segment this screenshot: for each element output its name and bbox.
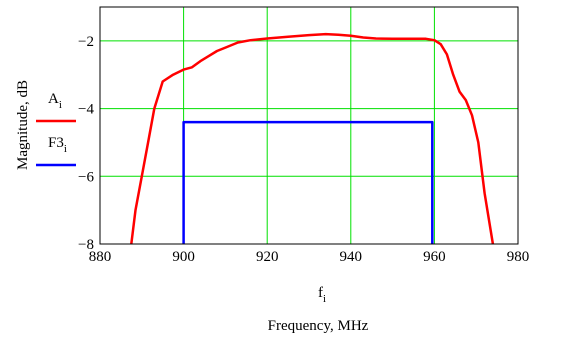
legend-label-f3-sub: i <box>64 143 67 155</box>
legend-label-a-sub: i <box>59 99 62 111</box>
legend-label-a-base: A <box>48 91 59 107</box>
series-line-f3 <box>182 120 434 244</box>
legend-label-a: Ai <box>48 91 62 111</box>
x-variable-sub: i <box>323 293 326 305</box>
x-tick-label: 940 <box>340 249 363 265</box>
grid <box>99 7 519 245</box>
x-tick-label: 920 <box>256 249 279 265</box>
x-axis-title: Frequency, MHz <box>268 318 369 334</box>
x-tick-label: 980 <box>507 249 530 265</box>
x-tick-label: 880 <box>89 249 112 265</box>
y-tick-label: −4 <box>78 102 94 118</box>
series-line-a <box>130 32 495 245</box>
x-tick-label: 900 <box>172 249 195 265</box>
x-variable-base: f <box>318 285 323 301</box>
series-layer <box>130 32 495 245</box>
y-axis-title: Magnitude, dB <box>15 80 31 170</box>
y-tick-label: −6 <box>78 169 94 185</box>
y-tick-label: −2 <box>78 34 94 50</box>
legend-label-f3: F3i <box>48 135 67 155</box>
legend-label-f3-base: F3 <box>48 135 64 151</box>
plot-area-frame <box>99 6 519 245</box>
x-variable-label: fi <box>318 285 326 305</box>
legend: Ai F3i <box>36 91 76 167</box>
tick-labels: 880 900 920 940 960 980 −2 −4 −6 −8 <box>78 34 529 265</box>
x-tick-label: 960 <box>423 249 446 265</box>
y-tick-label: −8 <box>78 237 94 253</box>
